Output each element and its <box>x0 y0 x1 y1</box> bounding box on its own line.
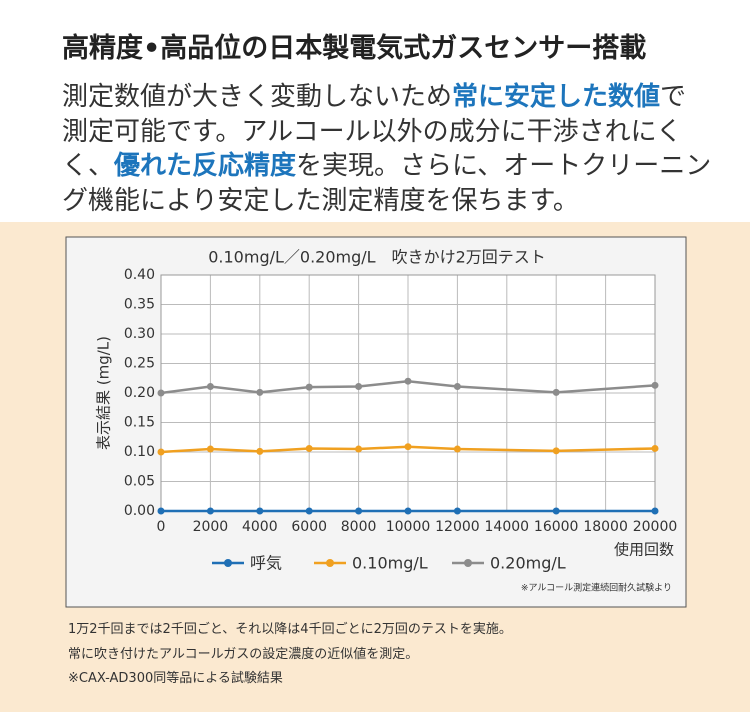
y-tick-label: 0.10 <box>124 444 155 460</box>
x-tick-label: 20000 <box>633 519 678 535</box>
y-tick-label: 0.20 <box>124 385 155 401</box>
x-tick-label: 12000 <box>435 519 480 535</box>
point <box>552 447 560 455</box>
legend-label: 0.20mg/L <box>490 554 566 573</box>
y-axis-label: 表示結果 (mg/L) <box>95 336 113 450</box>
point <box>404 507 412 515</box>
point <box>305 444 313 452</box>
y-tick-label: 0.35 <box>124 297 155 313</box>
point <box>404 443 412 451</box>
point <box>404 377 412 385</box>
x-tick-label: 10000 <box>386 519 431 535</box>
point <box>206 507 214 515</box>
point <box>552 388 560 396</box>
x-tick-label: 4000 <box>242 519 278 535</box>
text-segment: で測定可能です。アルコール以外の成分に干渉されにくく、 <box>62 82 687 181</box>
y-tick-label: 0.40 <box>124 267 155 283</box>
point <box>305 507 313 515</box>
y-tick-label: 0.05 <box>124 474 155 490</box>
point <box>355 445 363 453</box>
y-tick-label: 0.30 <box>124 326 155 342</box>
x-axis-label: 使用回数 <box>614 541 674 559</box>
point <box>157 507 165 515</box>
note: ※CAX-AD300同等品による試験結果 <box>68 671 283 686</box>
point <box>157 389 165 397</box>
x-tick-label: 18000 <box>583 519 628 535</box>
point <box>651 507 659 515</box>
point <box>355 383 363 391</box>
legend-label: 0.10mg/L <box>352 554 428 573</box>
point <box>651 381 659 389</box>
point <box>256 507 264 515</box>
point <box>206 383 214 391</box>
point <box>453 383 461 391</box>
source-note: ※アルコール測定連続回耐久試験より <box>521 582 672 594</box>
legend-marker <box>326 559 334 567</box>
point <box>305 383 313 391</box>
description: 測定数値が大きく変動しないため常に安定した数値で測定可能です。アルコール以外の成… <box>62 80 712 218</box>
chart-title: 0.10mg/L／0.20mg/L 吹きかけ2万回テスト <box>208 248 546 267</box>
emphasis-text: 優れた反応精度 <box>114 151 297 181</box>
point <box>552 507 560 515</box>
x-tick-label: 8000 <box>341 519 377 535</box>
x-tick-label: 6000 <box>291 519 327 535</box>
x-tick-label: 16000 <box>534 519 579 535</box>
text-segment: 測定数値が大きく変動しないため <box>62 82 453 112</box>
point <box>256 447 264 455</box>
y-tick-label: 0.25 <box>124 356 155 372</box>
x-tick-label: 0 <box>157 519 166 535</box>
note: 常に吹き付けたアルコールガスの設定濃度の近似値を測定。 <box>68 646 419 662</box>
emphasis-text: 常に安定した数値 <box>452 82 661 112</box>
point <box>157 448 165 456</box>
legend-marker <box>224 559 232 567</box>
note: 1万2千回までは2千回ごと、それ以降は4千回ごとに2万回のテストを実施。 <box>68 622 512 637</box>
point <box>206 445 214 453</box>
text-segment: を実現。さらに、オートクリーニング機能により安定した測定精度を保ちます。 <box>62 151 712 216</box>
x-tick-label: 2000 <box>193 519 229 535</box>
legend-label: 呼気 <box>250 554 282 573</box>
y-tick-label: 0.15 <box>124 415 155 431</box>
point <box>256 388 264 396</box>
y-tick-label: 0.00 <box>124 503 155 519</box>
x-tick-label: 14000 <box>485 519 530 535</box>
point <box>355 507 363 515</box>
point <box>453 445 461 453</box>
page-title: 高精度•高品位の日本製電気式ガスセンサー搭載 <box>62 33 647 64</box>
point <box>453 507 461 515</box>
legend-marker <box>464 559 472 567</box>
point <box>651 444 659 452</box>
